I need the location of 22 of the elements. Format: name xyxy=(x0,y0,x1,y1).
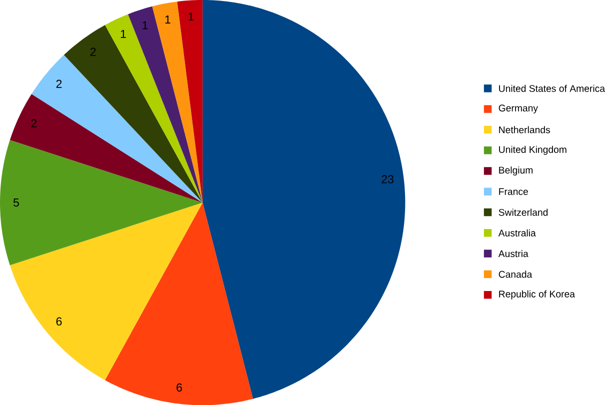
data-label: 1 xyxy=(188,12,194,20)
data-label: 1 xyxy=(120,30,126,38)
data-label: 6 xyxy=(56,317,62,326)
legend-label: Germany xyxy=(498,104,538,114)
data-label: 2 xyxy=(56,80,62,88)
legend-label: Canada xyxy=(498,270,532,278)
data-label: 2 xyxy=(31,119,37,128)
legend-label: France xyxy=(499,188,528,195)
data-label: 1 xyxy=(165,15,170,24)
data-label: 5 xyxy=(13,198,19,207)
legend-label: Austria xyxy=(498,250,528,258)
legend-label: Switzerland xyxy=(498,208,548,216)
legend-label: Belgium xyxy=(499,166,533,176)
data-label: 2 xyxy=(90,48,96,56)
data-label: 23 xyxy=(382,175,394,184)
legend-label: United Kingdom xyxy=(499,146,566,155)
legend-label: Australia xyxy=(498,229,536,236)
legend-label: United States of America xyxy=(499,84,605,92)
data-label: 1 xyxy=(142,21,148,30)
legend-label: Republic of Korea xyxy=(499,290,575,300)
data-label: 6 xyxy=(176,383,182,392)
legend-label: Netherlands xyxy=(499,126,550,134)
